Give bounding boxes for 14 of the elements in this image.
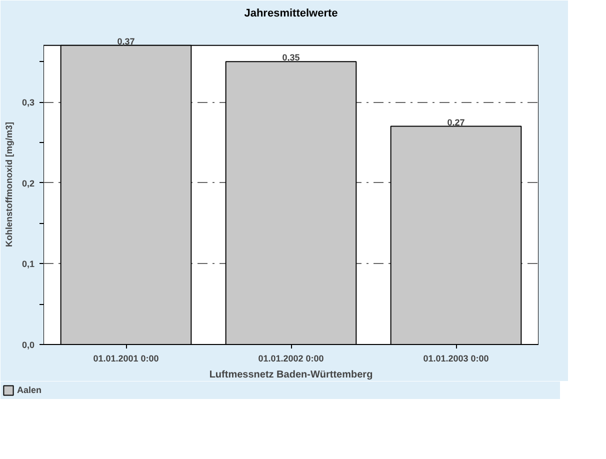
data-label: 0,27 bbox=[447, 117, 465, 128]
y-tick-label: 0,2 bbox=[22, 178, 35, 188]
x-tick-label: 01.01.2002 0:00 bbox=[258, 354, 324, 364]
y-tick-label: 0,3 bbox=[22, 98, 35, 108]
legend-label: Aalen bbox=[17, 384, 42, 396]
chart-title: Jahresmittelwerte bbox=[244, 8, 338, 20]
y-axis-title: Kohlenstoffmonoxid [mg/m3] bbox=[4, 122, 14, 247]
data-label: 0,35 bbox=[282, 52, 300, 63]
data-label: 0,37 bbox=[117, 36, 135, 46]
x-tick-label: 01.01.2003 0:00 bbox=[423, 354, 489, 364]
text: Luftmessnetz Baden-Württemberg bbox=[209, 370, 373, 380]
y-tick-label: 0,0 bbox=[22, 340, 35, 350]
y-tick-label: 0,1 bbox=[22, 259, 35, 270]
x-tick-label: 01.01.2001 0:00 bbox=[93, 354, 159, 364]
